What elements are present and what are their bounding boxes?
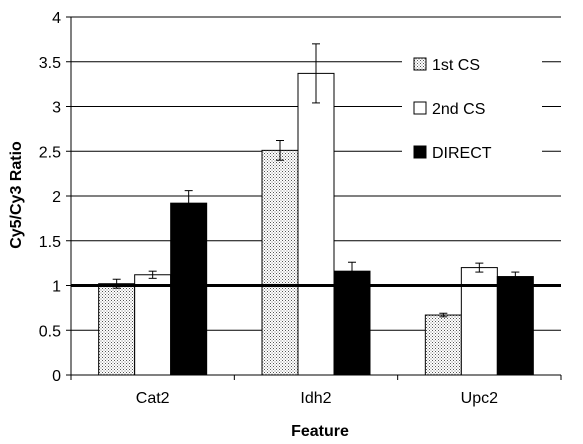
- bars: [98, 72, 534, 376]
- legend-swatch: [413, 101, 427, 115]
- x-axis-title: Feature: [291, 423, 349, 440]
- legend-label: DIRECT: [432, 145, 492, 162]
- bar-cat2-2nd-cs: [134, 274, 172, 376]
- legend-label: 1st CS: [432, 57, 480, 74]
- legend-swatch: [413, 145, 427, 159]
- y-tick-label: 3: [52, 100, 61, 117]
- y-axis-title: Cy5/Cy3 Ratio: [8, 141, 25, 249]
- bar-cat2-1st-cs: [98, 283, 136, 376]
- y-tick-label: 2.5: [39, 144, 61, 161]
- bar-upc2-2nd-cs: [460, 267, 498, 376]
- legend: 1st CS 2nd CS DIRECT: [402, 46, 542, 184]
- y-tick-label: 4: [52, 10, 61, 27]
- x-tick-label: Upc2: [461, 390, 498, 407]
- x-tick-label: Cat2: [136, 390, 170, 407]
- bar-idh2-1st-cs: [261, 149, 299, 376]
- bar-cat2-direct: [170, 202, 208, 376]
- legend-label: 2nd CS: [432, 101, 485, 118]
- y-tick-label: 0.5: [39, 323, 61, 340]
- bar-upc2-1st-cs: [424, 314, 462, 376]
- y-tick-label: 1.5: [39, 234, 61, 251]
- y-tick-label: 3.5: [39, 55, 61, 72]
- y-tick-label: 1: [52, 279, 61, 296]
- x-ticks: Cat2 Idh2 Upc2: [70, 375, 562, 407]
- y-tick-label: 0: [52, 368, 61, 385]
- legend-swatch: [413, 57, 427, 71]
- error-bars: [112, 43, 520, 318]
- bar-upc2-direct: [496, 276, 534, 376]
- y-ticks: 0 0.5 1 1.5 2 2.5 3 3.5 4: [39, 10, 71, 385]
- bar-idh2-2nd-cs: [297, 72, 335, 376]
- y-tick-label: 2: [52, 189, 61, 206]
- x-tick-label: Idh2: [300, 390, 331, 407]
